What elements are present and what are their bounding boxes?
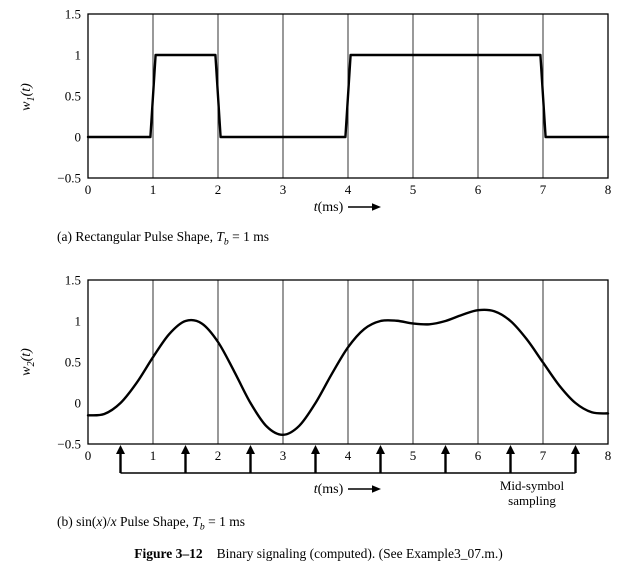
- x-tick-label: 8: [605, 182, 612, 197]
- x-tick-label: 3: [280, 182, 287, 197]
- y-tick-label: 1: [75, 48, 82, 63]
- plot-frame: [87, 13, 609, 179]
- mid-symbol-sampling-line1: Mid-symbol: [499, 478, 565, 493]
- x-tick-label: 5: [410, 448, 417, 463]
- y-tick-label: 0: [75, 396, 82, 411]
- x-tick-label: 4: [345, 182, 352, 197]
- plot-b-caption-Tsub: b: [199, 521, 205, 533]
- x-tick-label: 3: [280, 448, 287, 463]
- mid-symbol-sampling-label: Mid-symbol sampling: [470, 478, 594, 508]
- plot-a-xlabel-t: t: [313, 200, 318, 215]
- figure-caption-text: Binary signaling (computed). (See Exampl…: [216, 546, 503, 561]
- plot-b-caption-text2: )/: [102, 514, 111, 529]
- waveform: [86, 53, 610, 139]
- figure-caption: Figure 3–12 Binary signaling (computed). …: [0, 546, 637, 562]
- plot-a-canvas: 1.5 1 0.5 0 −0.5 0 1 2 3 4 5 6 7 8: [57, 7, 612, 198]
- plot-b-ylabel-sub: 2: [25, 361, 37, 367]
- plot-a-x-axis-label: t(ms): [258, 200, 438, 216]
- plot-b-caption-x1: x: [96, 514, 103, 529]
- y-tick-label: −0.5: [57, 171, 81, 186]
- x-tick-label: 7: [540, 182, 547, 197]
- plot-b-caption-T: T: [192, 514, 200, 529]
- plot-a-caption-Tsub: b: [223, 236, 229, 248]
- sampling-arrowhead-icon: [116, 445, 125, 454]
- plot-b-x-axis-label: t(ms): [258, 482, 438, 498]
- x-tick-label: 1: [150, 448, 157, 463]
- plot-b-xlabel-t: t: [313, 482, 318, 497]
- y-tick-label: 1: [75, 314, 82, 329]
- mid-symbol-sampling-line2: sampling: [508, 493, 556, 508]
- plot-a-caption: (a) Rectangular Pulse Shape, Tb = 1 ms: [57, 229, 269, 248]
- y-tick-label: −0.5: [57, 437, 81, 452]
- y-tick-label: 1.5: [65, 273, 81, 288]
- plot-frame: [87, 279, 609, 445]
- plot-a-caption-text: (a) Rectangular Pulse Shape,: [57, 229, 217, 244]
- sampling-arrowhead-icon: [506, 445, 515, 454]
- plot-b-caption-text4: = 1 ms: [204, 514, 245, 529]
- x-tick-label: 7: [540, 448, 547, 463]
- x-tick-label: 5: [410, 182, 417, 197]
- y-tick-label: 0.5: [65, 89, 81, 104]
- plot-a-caption-T: T: [216, 229, 224, 244]
- y-tick-label: 1.5: [65, 7, 81, 22]
- right-arrow-icon: [348, 485, 382, 493]
- plot-b-caption-text3: Pulse Shape,: [116, 514, 193, 529]
- x-tick-label: 2: [215, 182, 222, 197]
- sampling-arrowhead-icon: [441, 445, 450, 454]
- plot-a-y-axis-label: w1(t): [19, 69, 37, 125]
- plot-a-ylabel-sub: 1: [25, 96, 37, 102]
- plot-a-ylabel-var: w: [19, 101, 34, 111]
- sampling-arrowhead-icon: [571, 445, 580, 454]
- sampling-arrowhead-icon: [311, 445, 320, 454]
- plot-a-xlabel-units: (ms): [317, 200, 344, 215]
- plot-a-caption-text2: = 1 ms: [228, 229, 269, 244]
- plot-b-ylabel-var: w: [19, 366, 34, 376]
- sampling-arrowhead-icon: [376, 445, 385, 454]
- plot-b-canvas: 1.5 1 0.5 0 −0.5 0 1 2 3 4 5 6 7 8: [57, 273, 612, 474]
- plot-b-caption-text: (b) sin(: [57, 514, 97, 529]
- x-tick-label: 8: [605, 448, 612, 463]
- x-tick-label: 6: [475, 182, 482, 197]
- x-tick-label: 6: [475, 448, 482, 463]
- plot-b-caption: (b) sin(x)/x Pulse Shape, Tb = 1 ms: [57, 514, 245, 533]
- plot-a-ylabel-rest: (t): [19, 83, 34, 97]
- y-tick-label: 0.5: [65, 355, 81, 370]
- y-tick-label: 0: [75, 130, 82, 145]
- sampling-arrowhead-icon: [246, 445, 255, 454]
- x-tick-label: 4: [345, 448, 352, 463]
- plot-b-y-axis-label: w2(t): [19, 334, 37, 390]
- sampling-arrowhead-icon: [181, 445, 190, 454]
- x-tick-label: 0: [85, 182, 92, 197]
- x-tick-label: 1: [150, 182, 157, 197]
- plot-b-xlabel-units: (ms): [317, 482, 344, 497]
- plot-b-ylabel-rest: (t): [19, 348, 34, 362]
- figure-caption-label: Figure 3–12: [134, 546, 203, 561]
- right-arrow-icon: [348, 203, 382, 211]
- plot-b-caption-x2: x: [110, 514, 117, 529]
- x-tick-label: 0: [85, 448, 92, 463]
- x-tick-label: 2: [215, 448, 222, 463]
- waveform: [86, 308, 610, 437]
